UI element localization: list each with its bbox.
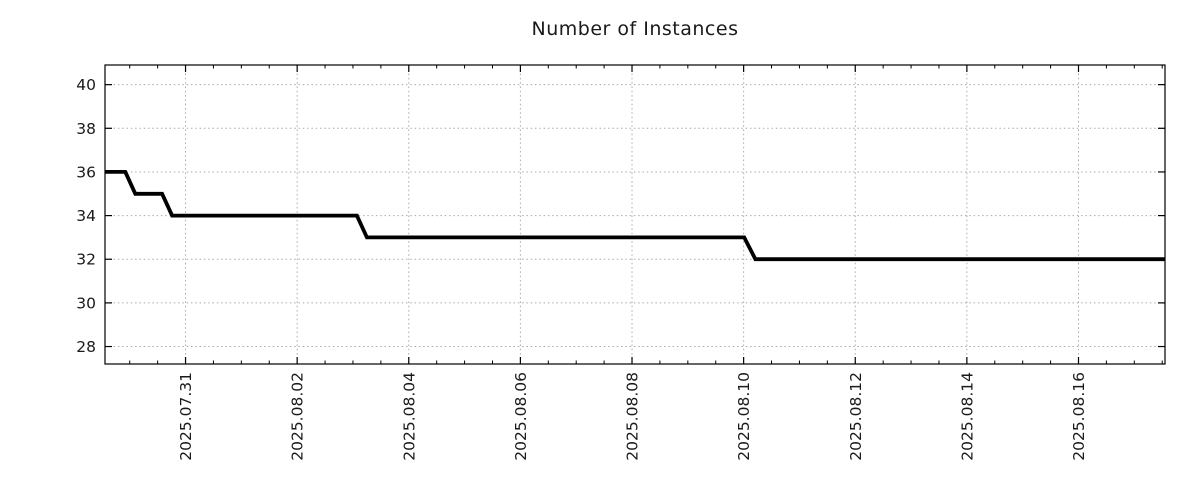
y-tick-label: 38 xyxy=(76,120,96,138)
x-tick-label: 2025.08.04 xyxy=(400,372,418,461)
y-tick-label: 34 xyxy=(76,207,96,225)
x-tick-label: 2025.08.14 xyxy=(958,372,976,461)
y-tick-label: 28 xyxy=(76,338,96,356)
x-tick-label: 2025.08.02 xyxy=(289,372,307,461)
x-tick-label: 2025.08.08 xyxy=(624,372,642,461)
y-tick-label: 32 xyxy=(76,251,96,269)
y-tick-label: 36 xyxy=(76,163,96,181)
y-tick-label: 30 xyxy=(76,294,96,312)
x-tick-label: 2025.08.10 xyxy=(735,372,753,461)
x-tick-label: 2025.08.12 xyxy=(847,372,865,461)
plot-border xyxy=(104,64,1166,365)
y-tick-label: 40 xyxy=(76,76,96,94)
x-tick-label: 2025.07.31 xyxy=(177,372,195,461)
x-tick-label: 2025.08.06 xyxy=(512,372,530,461)
chart-title: Number of Instances xyxy=(531,18,739,40)
series-line-instances xyxy=(105,169,1165,262)
x-tick-label: 2025.08.16 xyxy=(1070,372,1088,461)
